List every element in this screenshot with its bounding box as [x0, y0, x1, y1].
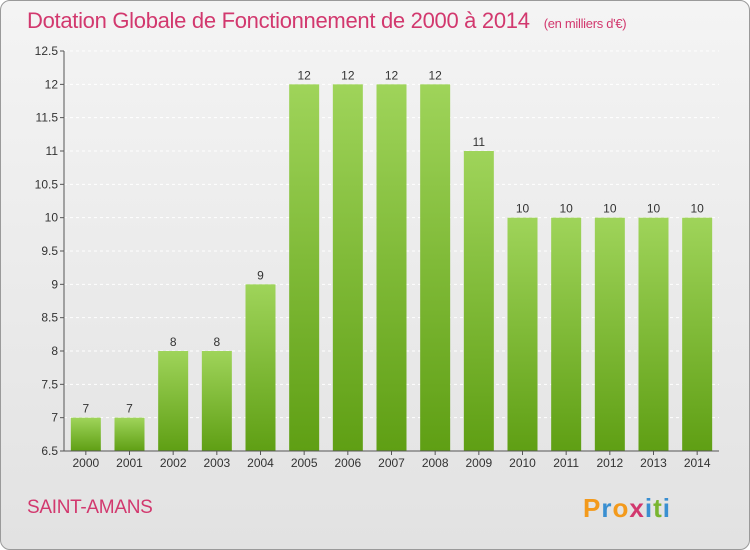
logo-letter: o — [612, 493, 630, 523]
y-tick-label: 12.5 — [35, 44, 59, 58]
x-tick-label: 2000 — [72, 456, 99, 470]
y-tick-label: 11.5 — [36, 111, 59, 125]
bars — [70, 84, 713, 451]
x-tick-label: 2005 — [291, 456, 318, 470]
bar — [289, 84, 320, 451]
x-tick-label: 2014 — [684, 456, 711, 470]
data-label: 10 — [690, 202, 704, 216]
x-tick-label: 2011 — [553, 456, 579, 470]
y-tick-label: 12 — [45, 77, 59, 91]
data-label: 7 — [126, 402, 133, 416]
data-label: 8 — [170, 335, 177, 349]
bar — [638, 217, 669, 451]
y-tick-label: 6.5 — [41, 444, 58, 458]
bar — [463, 151, 494, 451]
x-tick-label: 2006 — [334, 456, 361, 470]
bar — [376, 84, 407, 451]
bar — [551, 217, 582, 451]
y-tick-label: 11 — [46, 144, 59, 158]
y-tick-label: 8 — [51, 344, 58, 358]
x-tick-label: 2013 — [640, 456, 667, 470]
y-tick-label: 9 — [51, 277, 58, 291]
bar — [245, 284, 276, 451]
bar — [594, 217, 625, 451]
x-tick-label: 2010 — [509, 456, 536, 470]
x-tick-label: 2003 — [203, 456, 230, 470]
axes: 6.5 7 7.5 8 8.5 9 9.5 10 10.5 11 11.5 12 12.5 2000 200… — [35, 44, 719, 470]
data-label: 12 — [385, 68, 399, 82]
chart-title-text: Dotation Globale de Fonctionnement de 20… — [27, 8, 530, 33]
bar — [114, 417, 145, 451]
data-label: 10 — [647, 202, 661, 216]
data-labels: 7 7 8 8 9 12 12 12 12 11 10 10 10 10 10 — [82, 68, 704, 415]
logo-letter: t — [653, 493, 663, 523]
data-label: 10 — [516, 202, 530, 216]
x-tick-label: 2012 — [596, 456, 623, 470]
logo-letter: r — [601, 493, 613, 523]
x-tick-label: 2008 — [422, 456, 449, 470]
x-tick-label: 2002 — [160, 456, 187, 470]
data-label: 12 — [428, 68, 442, 82]
data-label: 7 — [82, 402, 89, 416]
x-tick-label: 2004 — [247, 456, 274, 470]
logo-letter: i — [662, 493, 671, 523]
logo-letter: x — [629, 493, 645, 523]
data-label: 10 — [559, 202, 573, 216]
data-label: 9 — [257, 268, 264, 282]
bar — [332, 84, 363, 451]
data-label: 10 — [603, 202, 617, 216]
bar — [201, 351, 232, 451]
data-label: 8 — [213, 335, 220, 349]
x-tick-label: 2007 — [378, 456, 405, 470]
data-label: 12 — [297, 68, 311, 82]
x-tick-label: 2009 — [465, 456, 492, 470]
y-tick-label: 7.5 — [41, 377, 58, 391]
chart-unit: (en milliers d'€) — [543, 16, 627, 31]
bar — [507, 217, 538, 451]
y-tick-label: 9.5 — [41, 244, 58, 258]
proxiti-logo: Proxiti — [583, 493, 671, 524]
bar — [682, 217, 713, 451]
bar — [70, 417, 101, 451]
y-tick-label: 8.5 — [41, 311, 58, 325]
data-label: 11 — [473, 135, 486, 149]
x-tick-label: 2001 — [116, 456, 143, 470]
y-tick-label: 10 — [45, 211, 59, 225]
logo-letter: P — [583, 493, 602, 523]
data-label: 12 — [341, 68, 355, 82]
commune-name: SAINT-AMANS — [27, 497, 153, 518]
y-tick-label: 7 — [51, 411, 58, 425]
bar — [158, 351, 189, 451]
chart-title: Dotation Globale de Fonctionnement de 20… — [27, 8, 627, 34]
logo-letter: i — [644, 493, 654, 523]
y-tick-label: 10.5 — [35, 177, 59, 191]
bar — [420, 84, 451, 451]
